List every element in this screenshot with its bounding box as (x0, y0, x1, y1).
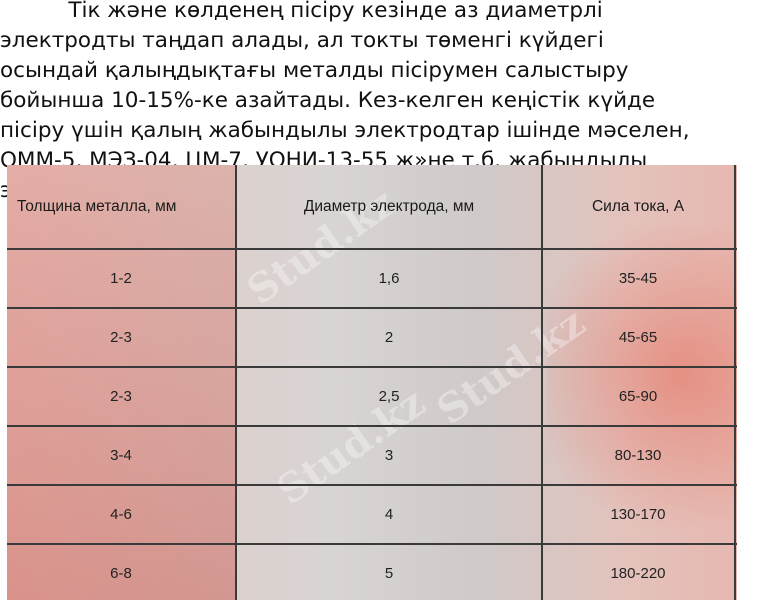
diameter-cell: 2 (384, 329, 394, 346)
current-cell: 130-170 (610, 506, 666, 523)
row-divider (7, 366, 737, 368)
header-diameter: Диаметр электрода, мм (303, 198, 475, 215)
photo-background (547, 225, 737, 600)
thickness-cell: 6-8 (110, 565, 132, 582)
electrode-table-image: Stud.kz Stud.kz Stud.kz Толщина металла,… (7, 165, 737, 600)
diameter-cell: 1,6 (378, 270, 400, 287)
column-divider (734, 165, 736, 600)
photo-background (7, 165, 237, 600)
current-cell: 180-220 (610, 565, 666, 582)
diameter-cell: 4 (384, 506, 394, 523)
row-divider (7, 307, 737, 309)
thickness-cell: 2-3 (110, 329, 132, 346)
diameter-cell: 2,5 (378, 388, 400, 405)
current-cell: 35-45 (618, 270, 658, 287)
header-thickness: Толщина металла, мм (17, 198, 177, 215)
thickness-cell: 2-3 (110, 388, 132, 405)
thickness-cell: 1-2 (110, 270, 132, 287)
row-divider (7, 484, 737, 486)
diameter-cell: 5 (384, 565, 394, 582)
row-divider (7, 543, 737, 545)
thickness-cell: 4-6 (110, 506, 132, 523)
current-cell: 65-90 (618, 388, 658, 405)
body-paragraph: Тік және көлденең пісіру кезінде аз диам… (0, 0, 690, 203)
column-divider (541, 165, 543, 600)
header-current: Сила тока, А (591, 198, 685, 215)
thickness-cell: 3-4 (110, 447, 132, 464)
column-divider (235, 165, 237, 600)
row-divider (7, 248, 737, 250)
row-divider (7, 425, 737, 427)
diameter-cell: 3 (384, 447, 394, 464)
current-cell: 45-65 (618, 329, 658, 346)
current-cell: 80-130 (614, 447, 662, 464)
